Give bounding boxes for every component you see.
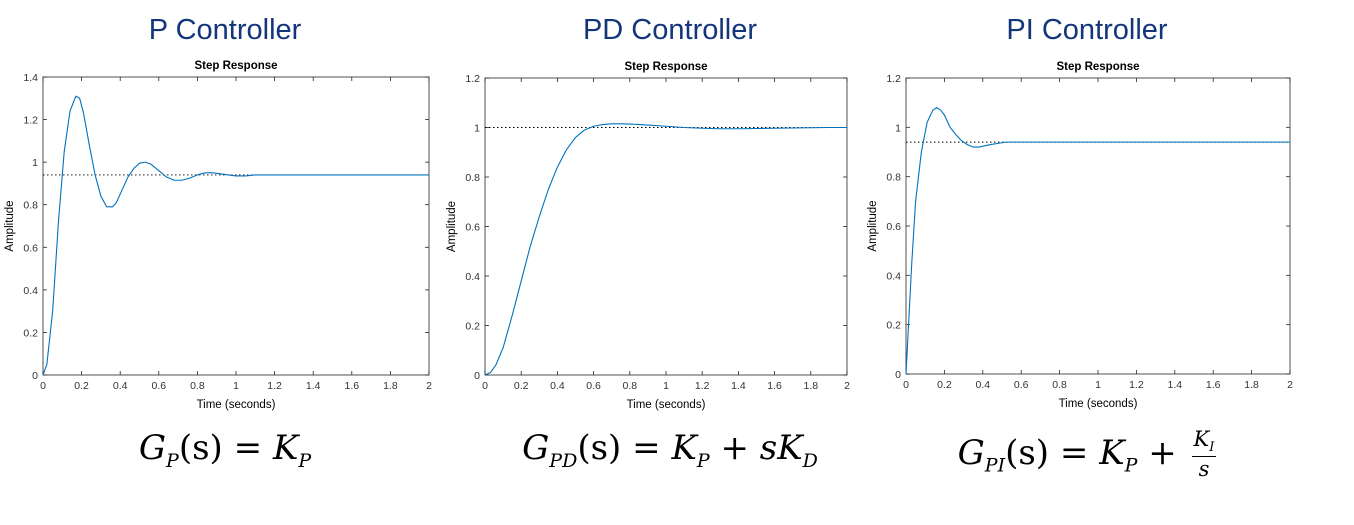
- x-tick-label: 1: [1095, 379, 1101, 391]
- x-tick-label: 0: [40, 380, 46, 392]
- chart-title: Step Response: [194, 60, 277, 72]
- y-tick-label: 0.4: [465, 271, 480, 283]
- chart-heading: P Controller: [148, 14, 302, 46]
- series-line-step-response: [905, 107, 1290, 375]
- y-tick-label: 0.2: [23, 327, 38, 339]
- y-tick-label: 0.2: [465, 321, 480, 333]
- y-tick-label: 0: [895, 369, 901, 381]
- x-axis-label: Time (seconds): [627, 399, 706, 411]
- x-tick-label: 0.2: [514, 380, 529, 392]
- x-tick-label: 0.8: [190, 380, 205, 392]
- y-tick-label: 0.6: [465, 222, 480, 234]
- fraction-ki-over-s: KI s: [1191, 427, 1217, 482]
- y-tick-label: 0.4: [23, 285, 38, 297]
- y-tick-label: 0: [32, 370, 38, 382]
- x-tick-label: 1.4: [306, 380, 321, 392]
- x-tick-label: 1.6: [767, 380, 782, 392]
- x-tick-label: 1: [663, 380, 669, 392]
- y-tick-label: 0.8: [886, 172, 901, 184]
- y-tick-label: 1: [474, 123, 480, 135]
- plot-area: [42, 76, 430, 376]
- x-tick-label: 1.8: [1244, 379, 1259, 391]
- series-line-step-response: [484, 123, 847, 376]
- y-axis-label: Amplitude: [4, 200, 16, 251]
- y-tick-label: 0.6: [886, 221, 901, 233]
- y-tick-label: 1.2: [886, 73, 901, 85]
- series-line-step-response: [42, 95, 429, 376]
- x-tick-label: 0.4: [975, 379, 990, 391]
- y-tick-label: 1.2: [465, 73, 480, 85]
- x-tick-label: 0.6: [1014, 379, 1029, 391]
- x-tick-label: 0.6: [586, 380, 601, 392]
- x-tick-label: 0.2: [74, 380, 89, 392]
- y-tick-label: 0: [474, 370, 480, 382]
- chart-title: Step Response: [1056, 61, 1139, 73]
- x-tick-label: 1.6: [344, 380, 359, 392]
- y-tick-label: 0.8: [23, 200, 38, 212]
- x-tick-label: 0.2: [937, 379, 952, 391]
- y-axis-label: Amplitude: [867, 200, 879, 251]
- y-tick-label: 0.8: [465, 172, 480, 184]
- x-axis-label: Time (seconds): [1059, 398, 1138, 410]
- formula-pi: GPI(s) = KP + KI s: [957, 427, 1217, 482]
- y-tick-label: 1.2: [23, 115, 38, 127]
- x-tick-label: 1.4: [1167, 379, 1182, 391]
- panel-p-controller: P Controller Step Response 0 0.2 0.4 0.6 0.8 1…: [0, 0, 450, 525]
- y-axis-label: Amplitude: [446, 201, 458, 252]
- chart-heading: PI Controller: [1006, 14, 1168, 46]
- plot-area: [484, 77, 848, 376]
- x-tick-label: 0.4: [113, 380, 128, 392]
- plot-area: [905, 77, 1291, 375]
- x-tick-label: 1.4: [731, 380, 746, 392]
- x-tick-label: 0.8: [1052, 379, 1067, 391]
- x-tick-label: 0.6: [151, 380, 166, 392]
- x-tick-label: 1.2: [695, 380, 710, 392]
- x-tick-label: 2: [844, 380, 850, 392]
- x-tick-label: 0.8: [622, 380, 637, 392]
- x-tick-label: 1.8: [803, 380, 818, 392]
- chart-heading: PD Controller: [582, 14, 758, 46]
- y-tick-label: 1: [895, 122, 901, 134]
- x-tick-label: 1.2: [1129, 379, 1144, 391]
- y-tick-label: 0.4: [886, 270, 901, 282]
- x-tick-label: 1.8: [383, 380, 398, 392]
- x-tick-label: 2: [426, 380, 432, 392]
- formula-pd: GPD(s) = KP + sKD: [522, 428, 818, 472]
- chart-pd-controller: Step Response 0 0.2 0.4 0.6 0.8 1 1.2 1.4 1.6 1.8 2…: [446, 61, 850, 411]
- y-tick-label: 1.4: [23, 72, 38, 84]
- x-tick-label: 0: [903, 379, 909, 391]
- y-tick-label: 0.6: [23, 242, 38, 254]
- x-axis-label: Time (seconds): [197, 399, 276, 411]
- x-tick-label: 0.4: [550, 380, 565, 392]
- x-tick-label: 0: [482, 380, 488, 392]
- y-tick-label: 1: [32, 157, 38, 169]
- x-tick-label: 1.2: [267, 380, 282, 392]
- formula-p: GP(s) = KP: [138, 428, 312, 472]
- y-tick-label: 0.2: [886, 320, 901, 332]
- x-tick-label: 1.6: [1206, 379, 1221, 391]
- chart-pi-controller: Step Response 0 0.2 0.4 0.6 0.8 1 1.2 1.4 1.6 1.8 2…: [867, 61, 1293, 410]
- panel-pi-controller: PI Controller Step Response 0 0.2 0.4 0.6 0.8…: [862, 0, 1312, 525]
- x-tick-label: 1: [233, 380, 239, 392]
- panel-pd-controller: PD Controller Step Response 0 0.2 0.4 0.6 0.8…: [445, 0, 895, 525]
- chart-p-controller: Step Response 0 0.2 0.4 0.6 0.8 1 1.2 1.4 1.6 1.8 2…: [4, 60, 432, 411]
- chart-title: Step Response: [624, 61, 707, 73]
- x-tick-label: 2: [1287, 379, 1293, 391]
